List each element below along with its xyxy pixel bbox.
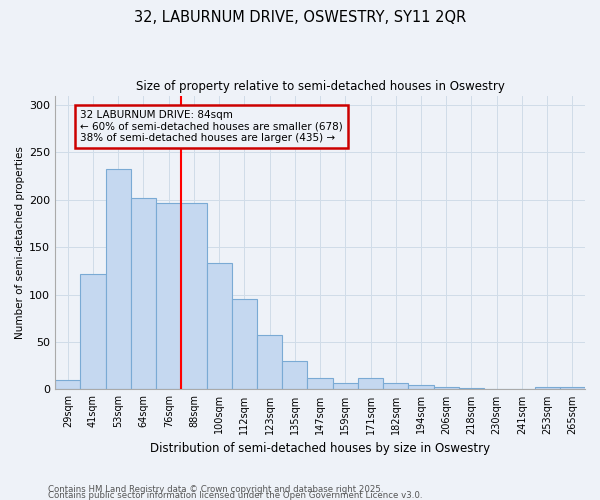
Bar — [409, 384, 434, 390]
Bar — [257, 336, 282, 390]
Bar — [383, 383, 409, 390]
Bar — [434, 386, 459, 390]
Bar — [535, 386, 560, 390]
Bar — [459, 388, 484, 390]
Bar — [156, 202, 181, 390]
Bar — [282, 361, 307, 390]
Bar — [131, 198, 156, 390]
Bar — [181, 202, 206, 390]
Bar — [358, 378, 383, 390]
Bar — [232, 300, 257, 390]
Text: 32, LABURNUM DRIVE, OSWESTRY, SY11 2QR: 32, LABURNUM DRIVE, OSWESTRY, SY11 2QR — [134, 10, 466, 25]
Bar — [332, 383, 358, 390]
X-axis label: Distribution of semi-detached houses by size in Oswestry: Distribution of semi-detached houses by … — [150, 442, 490, 455]
Text: 32 LABURNUM DRIVE: 84sqm
← 60% of semi-detached houses are smaller (678)
38% of : 32 LABURNUM DRIVE: 84sqm ← 60% of semi-d… — [80, 110, 343, 143]
Bar — [307, 378, 332, 390]
Text: Contains HM Land Registry data © Crown copyright and database right 2025.: Contains HM Land Registry data © Crown c… — [48, 484, 383, 494]
Bar — [80, 274, 106, 390]
Text: Contains public sector information licensed under the Open Government Licence v3: Contains public sector information licen… — [48, 490, 422, 500]
Bar — [106, 168, 131, 390]
Y-axis label: Number of semi-detached properties: Number of semi-detached properties — [15, 146, 25, 339]
Bar — [206, 264, 232, 390]
Title: Size of property relative to semi-detached houses in Oswestry: Size of property relative to semi-detach… — [136, 80, 505, 93]
Bar — [55, 380, 80, 390]
Bar — [560, 386, 585, 390]
